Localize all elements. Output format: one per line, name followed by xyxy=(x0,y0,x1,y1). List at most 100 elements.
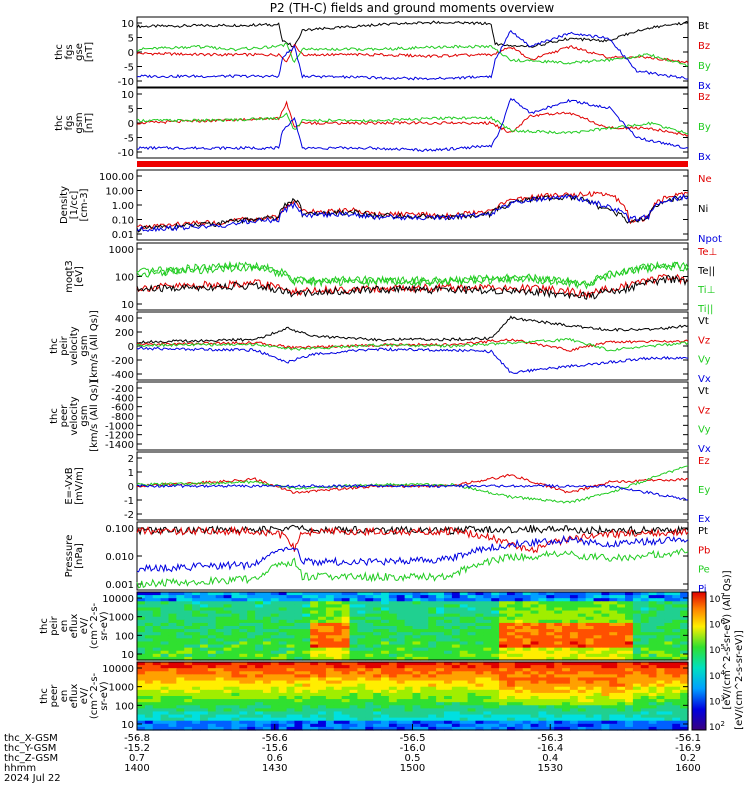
spectrogram-cell xyxy=(664,653,673,658)
spectrogram-cell xyxy=(262,696,272,700)
spectrogram-cell xyxy=(640,641,650,646)
y-tick-label: 1000 xyxy=(109,683,134,694)
spectrogram-cell xyxy=(215,613,225,618)
spectrogram-cell xyxy=(152,717,162,722)
spectrogram-cell xyxy=(152,653,162,658)
spectrogram-cell xyxy=(192,632,201,636)
spectrogram-cell xyxy=(192,680,201,685)
spectrogram-cell xyxy=(577,714,587,719)
spectrogram-cell xyxy=(554,598,563,602)
spectrogram-cell xyxy=(585,662,595,666)
spectrogram-cell xyxy=(632,723,642,728)
spectrogram-cell xyxy=(270,711,280,716)
spectrogram-cell xyxy=(255,644,264,649)
spectrogram-cell xyxy=(577,665,587,669)
spectrogram-cell xyxy=(451,708,461,713)
spectrogram-cell xyxy=(357,699,366,703)
spectrogram-cell xyxy=(199,626,209,630)
spectrogram-cell xyxy=(184,610,193,615)
spectrogram-cell xyxy=(436,683,445,688)
spectrogram-cell xyxy=(412,723,421,728)
y-axis-label-line: sr-eV) xyxy=(99,681,110,710)
spectrogram-cell xyxy=(262,598,272,602)
spectrogram-cell xyxy=(585,641,595,646)
spectrogram-cell xyxy=(577,671,587,675)
spectrogram-cell xyxy=(585,717,595,722)
spectrogram-cell xyxy=(137,641,146,646)
spectrogram-cell xyxy=(491,680,500,685)
spectrogram-cell xyxy=(499,622,508,627)
spectrogram-cell xyxy=(467,610,477,615)
spectrogram-cell xyxy=(333,683,343,688)
spectrogram-cell xyxy=(365,641,374,646)
spectrogram-cell xyxy=(318,632,327,636)
spectrogram-cell xyxy=(436,635,445,639)
spectrogram-cell xyxy=(451,650,461,655)
spectrogram-cell xyxy=(443,592,453,596)
spectrogram-cell xyxy=(467,607,477,612)
spectrogram-cell xyxy=(436,696,445,700)
spectrogram-cell xyxy=(404,692,414,697)
spectrogram-cell xyxy=(318,689,327,694)
spectrogram-cell xyxy=(609,607,618,612)
spectrogram-cell xyxy=(443,705,453,709)
spectrogram-cell xyxy=(184,601,193,605)
spectrogram-cell xyxy=(373,696,382,700)
spectrogram-cell xyxy=(255,702,264,706)
spectrogram-cell xyxy=(325,705,335,709)
spectrogram-cell xyxy=(664,610,673,615)
spectrogram-cell xyxy=(680,711,689,716)
spectrogram-cell xyxy=(506,613,516,618)
spectrogram-cell xyxy=(554,619,563,624)
spectrogram-cell xyxy=(404,696,414,700)
spectrogram-cell xyxy=(396,662,406,666)
spectrogram-cell xyxy=(294,650,303,655)
spectrogram-cell xyxy=(664,662,673,666)
spectrogram-cell xyxy=(625,680,634,685)
spectrogram-cell xyxy=(199,629,209,633)
spectrogram-cell xyxy=(530,714,540,719)
spectrogram-cell xyxy=(373,656,382,661)
spectrogram-cell xyxy=(506,641,516,646)
spectrogram-cell xyxy=(632,689,642,694)
spectrogram-cell xyxy=(625,592,634,596)
spectrogram-cell xyxy=(207,717,217,722)
spectrogram-cell xyxy=(467,653,477,658)
spectrogram-cell xyxy=(632,665,642,669)
spectrogram-cell xyxy=(176,635,185,639)
spectrogram-cell xyxy=(483,635,492,639)
spectrogram-cell xyxy=(192,717,201,722)
spectrogram-cell xyxy=(192,677,201,682)
spectrogram-cell xyxy=(451,610,461,615)
spectrogram-cell xyxy=(530,680,540,685)
spectrogram-cell xyxy=(215,653,225,658)
spectrogram-cell xyxy=(160,650,170,655)
spectrogram-cell xyxy=(325,714,335,719)
spectrogram-cell xyxy=(365,604,374,609)
spectrogram-cell xyxy=(436,598,445,602)
spectrogram-cell xyxy=(412,665,421,669)
spectrogram-cell xyxy=(302,647,311,652)
y-axis-label-line: moqt3 xyxy=(64,260,75,293)
colorbar-label: [eV/(cm^2-s-sr-eV)] xyxy=(734,630,745,730)
spectrogram-cell xyxy=(499,607,508,612)
spectrogram-cell xyxy=(168,641,177,646)
spectrogram-cell xyxy=(349,683,358,688)
spectrogram-cell xyxy=(231,680,240,685)
spectrogram-cell xyxy=(680,708,689,713)
spectrogram-cell xyxy=(207,595,217,599)
spectrogram-cell xyxy=(640,604,650,609)
spectrogram-cell xyxy=(349,674,358,679)
spectrogram-cell xyxy=(357,650,366,655)
spectrogram-cell xyxy=(451,689,461,694)
spectrogram-cell xyxy=(192,626,201,630)
spectrogram-cell xyxy=(420,632,429,636)
spectrogram-cell xyxy=(601,720,610,725)
orbit-value: -16.0 xyxy=(400,743,426,754)
spectrogram-cell xyxy=(625,720,634,725)
spectrogram-cell xyxy=(499,677,508,682)
spectrogram-cell xyxy=(459,665,469,669)
spectrogram-cell xyxy=(593,601,603,605)
series-Ex xyxy=(136,483,689,501)
spectrogram-cell xyxy=(318,662,327,666)
